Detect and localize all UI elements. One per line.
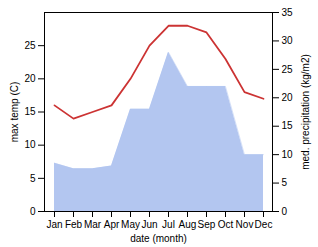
svg-text:20: 20 — [24, 73, 36, 84]
svg-text:Aug: Aug — [179, 219, 197, 230]
svg-text:15: 15 — [282, 120, 294, 131]
svg-text:5: 5 — [282, 177, 288, 188]
svg-text:Jul: Jul — [162, 219, 175, 230]
svg-text:Mar: Mar — [84, 219, 102, 230]
svg-text:Oct: Oct — [218, 219, 234, 230]
svg-text:max temp (C): max temp (C) — [9, 82, 20, 143]
svg-text:25: 25 — [282, 64, 294, 75]
svg-text:Sep: Sep — [198, 219, 216, 230]
svg-text:0: 0 — [30, 206, 36, 217]
svg-text:Jan: Jan — [46, 219, 62, 230]
svg-text:0: 0 — [282, 206, 288, 217]
svg-text:15: 15 — [24, 106, 36, 117]
svg-text:Nov: Nov — [236, 219, 254, 230]
svg-text:10: 10 — [24, 139, 36, 150]
svg-text:med. precipitation (kg/m2): med. precipitation (kg/m2) — [300, 54, 311, 170]
svg-text:5: 5 — [30, 173, 36, 184]
svg-text:35: 35 — [282, 7, 294, 18]
svg-text:May: May — [121, 219, 140, 230]
svg-text:Jun: Jun — [141, 219, 157, 230]
svg-text:date (month): date (month) — [130, 233, 187, 244]
svg-text:Apr: Apr — [104, 219, 120, 230]
svg-text:20: 20 — [282, 92, 294, 103]
svg-text:30: 30 — [282, 35, 294, 46]
svg-text:Feb: Feb — [65, 219, 83, 230]
svg-text:10: 10 — [282, 149, 294, 160]
svg-text:Dec: Dec — [255, 219, 273, 230]
svg-text:25: 25 — [24, 40, 36, 51]
